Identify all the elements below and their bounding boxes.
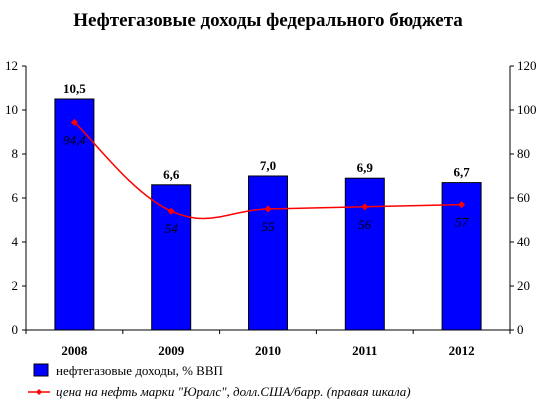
x-tick-label: 2010 <box>255 343 281 358</box>
price-data-label: 57 <box>455 215 469 230</box>
x-tick-label: 2009 <box>158 343 185 358</box>
price-point <box>167 207 175 215</box>
bar <box>344 177 385 331</box>
chart-title: Нефтегазовые доходы федерального бюджета <box>73 10 463 31</box>
y-right-tick-label: 80 <box>517 146 530 161</box>
y-right-tick-label: 120 <box>517 58 537 73</box>
bar-data-label: 6,6 <box>163 167 180 182</box>
y-right-tick-label: 0 <box>517 322 524 337</box>
bar-data-label: 6,9 <box>357 160 374 175</box>
price-data-label: 94,4 <box>63 132 86 147</box>
bar <box>54 98 95 331</box>
y-right-tick-label: 100 <box>517 102 537 117</box>
price-data-label: 55 <box>262 219 276 234</box>
y-left-tick-label: 4 <box>12 234 19 249</box>
price-line <box>73 121 462 220</box>
y-right-tick-label: 60 <box>517 190 530 205</box>
y-left-tick-label: 8 <box>12 146 19 161</box>
y-left-tick-label: 0 <box>12 322 19 337</box>
y-right-tick-label: 20 <box>517 278 530 293</box>
y-left-tick-label: 10 <box>5 102 18 117</box>
x-tick-label: 2011 <box>352 343 377 358</box>
price-data-label: 54 <box>165 221 179 236</box>
x-tick-label: 2008 <box>61 343 88 358</box>
bar <box>151 184 192 331</box>
price-data-label: 56 <box>358 217 372 232</box>
price-point <box>264 205 272 213</box>
y-right-tick-label: 40 <box>517 234 530 249</box>
y-left-tick-label: 2 <box>12 278 19 293</box>
x-tick-label: 2012 <box>449 343 475 358</box>
legend-line-label: цена на нефть марки "Юралс", долл.США/ба… <box>56 384 411 399</box>
price-point <box>70 118 78 126</box>
y-left-tick-label: 12 <box>5 58 18 73</box>
price-point <box>458 201 466 209</box>
price-point <box>361 203 369 211</box>
legend-bar-swatch <box>33 363 49 377</box>
bar-data-label: 7,0 <box>260 158 276 173</box>
bar-data-label: 10,5 <box>63 81 86 96</box>
bar-data-label: 6,7 <box>453 165 470 180</box>
legend-bar-label: нефтегазовые доходы, % ВВП <box>56 363 223 378</box>
legend-line-marker <box>36 389 42 395</box>
legend: нефтегазовые доходы, % ВВП цена на нефть… <box>28 363 411 399</box>
bar <box>248 175 288 331</box>
y-left-tick-label: 6 <box>12 190 19 205</box>
